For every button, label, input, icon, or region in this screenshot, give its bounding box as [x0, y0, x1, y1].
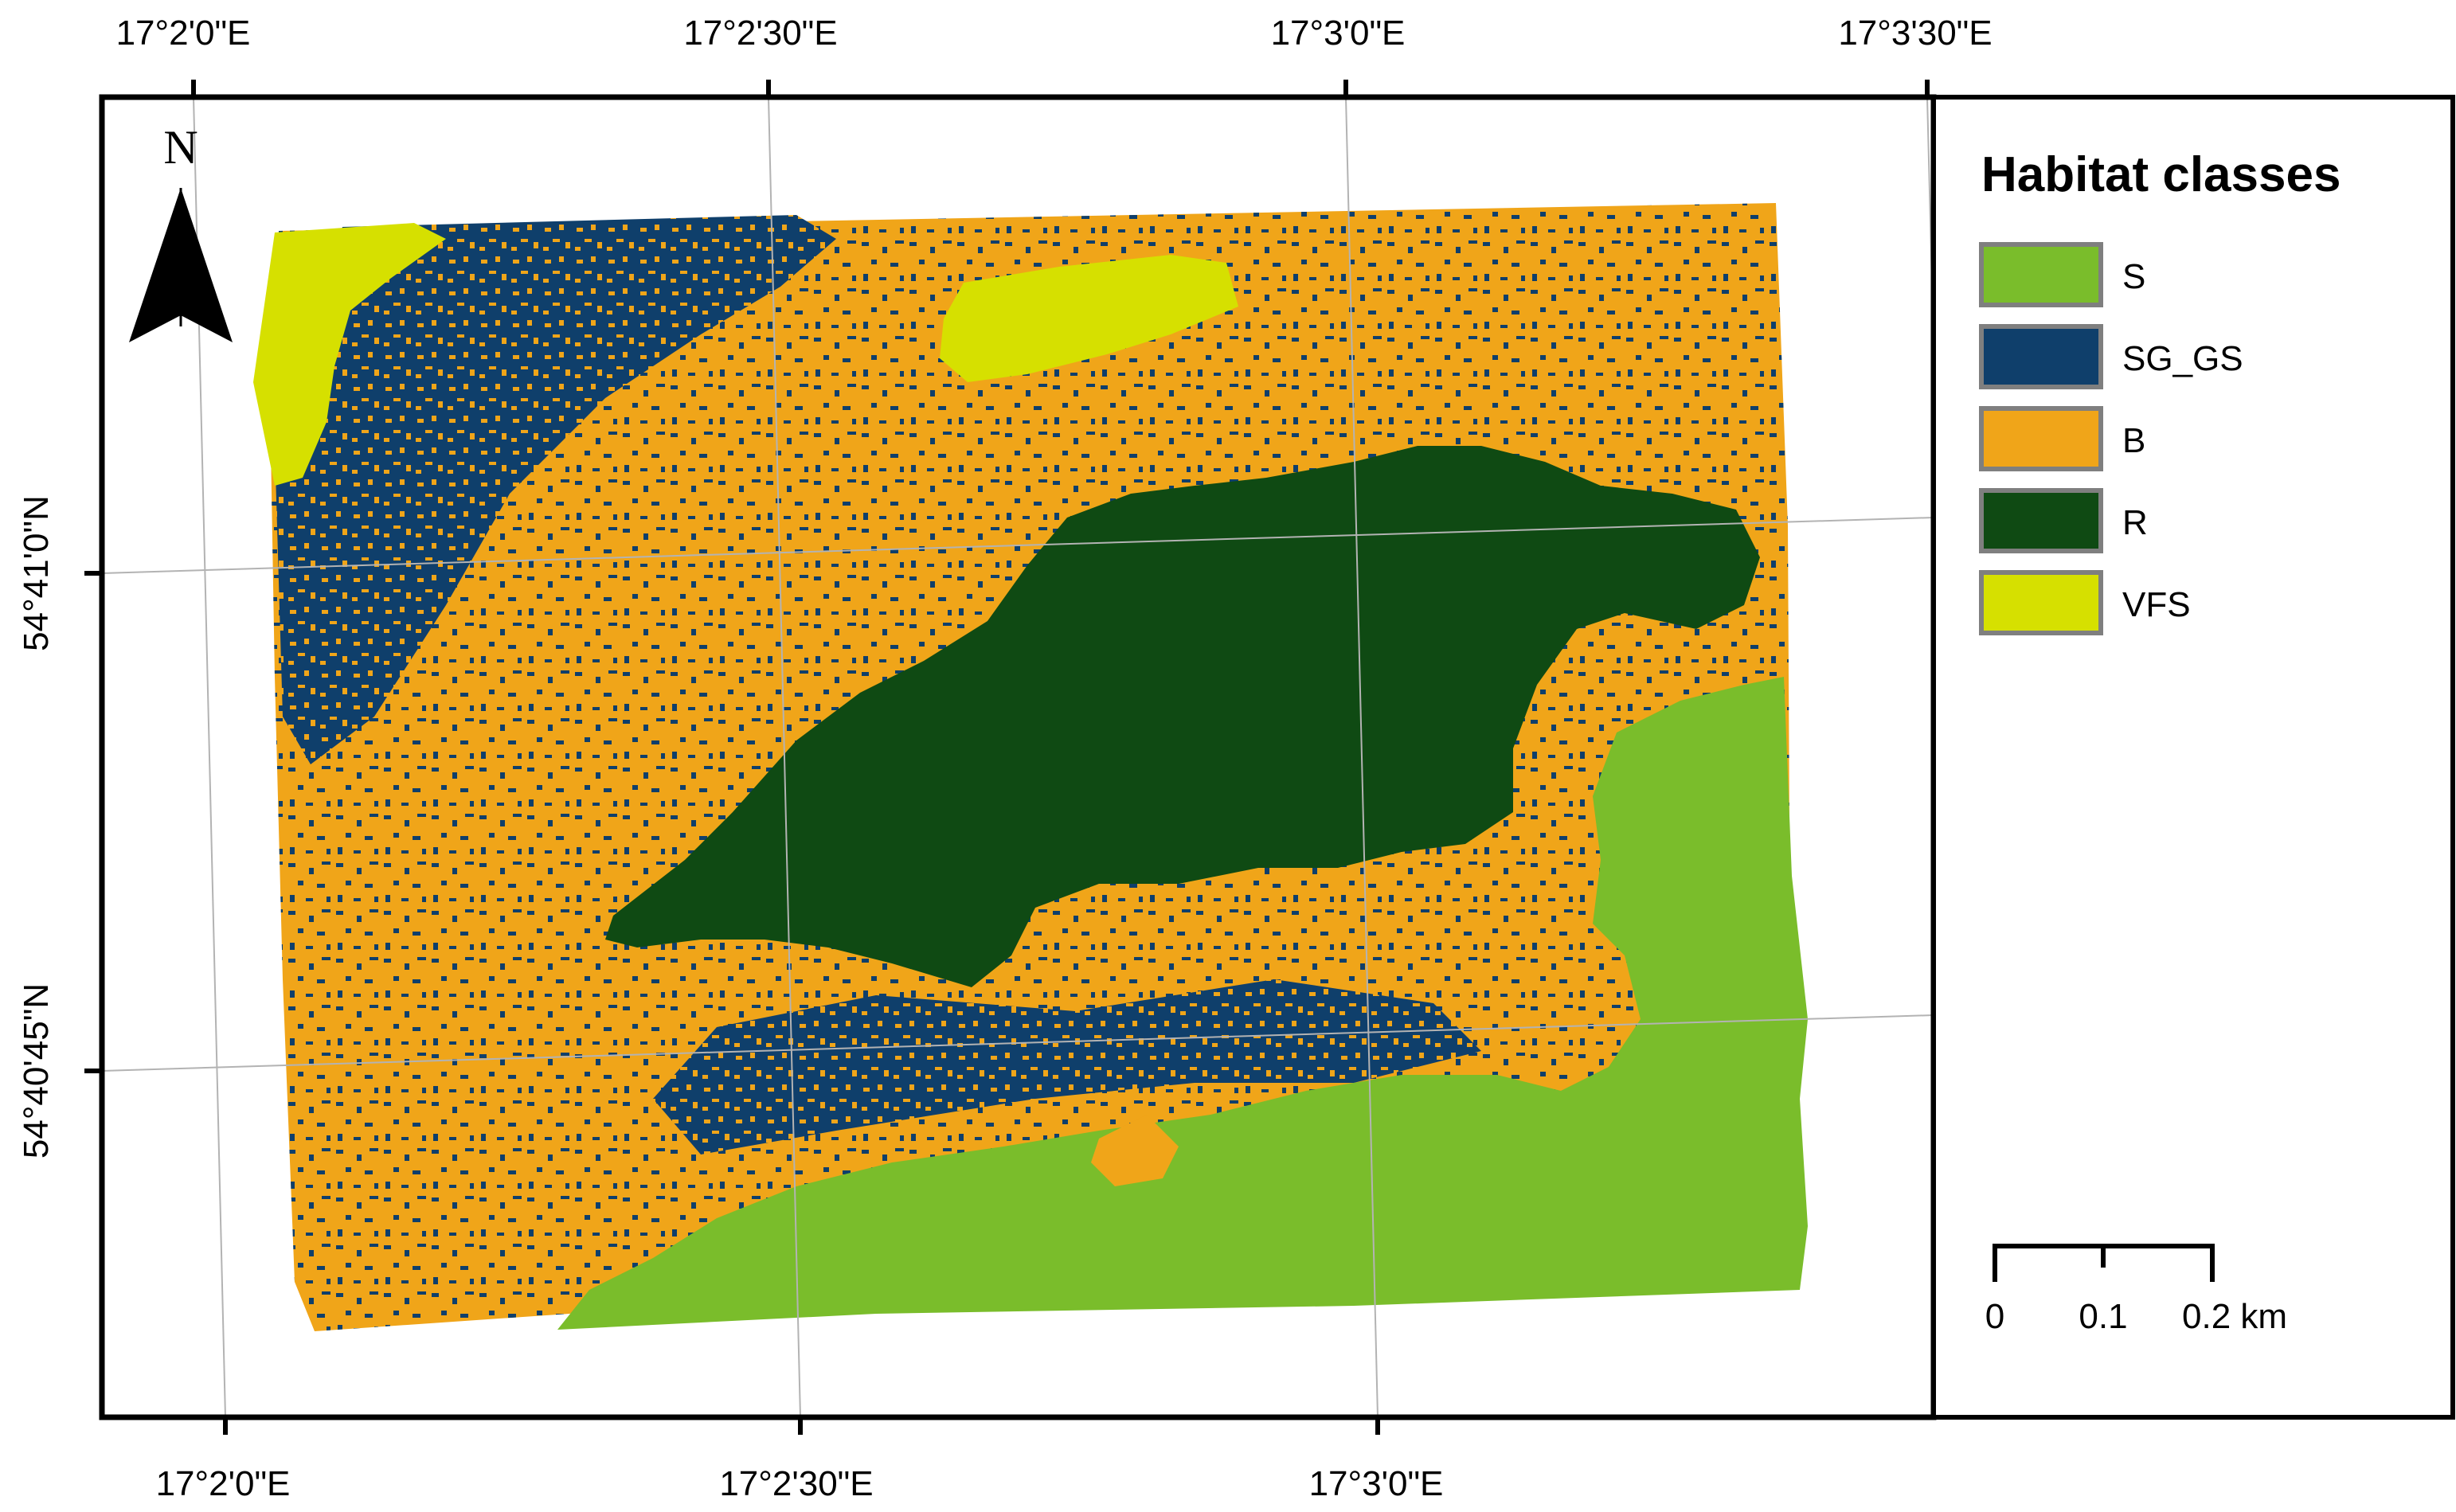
- graticule-parallel: [101, 517, 1934, 574]
- legend-label-sg-gs: SG_GS: [2122, 339, 2243, 378]
- habitat-area-vfs-north: [940, 255, 1238, 382]
- scale-label-mid: 0.1: [2079, 1297, 2127, 1336]
- legend-panel: [1931, 95, 2455, 1420]
- top-tick-label: 17°3'0"E: [1271, 14, 1406, 53]
- scale-label-end: 0.2 km: [2182, 1297, 2287, 1336]
- bottom-tick-label: 17°2'0"E: [156, 1464, 291, 1503]
- scale-bar: 0 0.1 0.2 km: [1985, 1244, 2287, 1336]
- habitat-area-b-island: [1091, 1115, 1179, 1186]
- habitat-area-sg-gs-south: [653, 979, 1481, 1155]
- legend-title: Habitat classes: [1981, 147, 2341, 202]
- legend-label-s: S: [2122, 257, 2145, 296]
- legend-swatch-b: [1979, 406, 2103, 471]
- north-arrow: N: [129, 121, 233, 342]
- scale-label-zero: 0: [1985, 1297, 2004, 1336]
- bottom-tick-label: 17°3'0"E: [1309, 1464, 1444, 1503]
- legend-swatch-r: [1979, 488, 2103, 553]
- left-tick-label: 54°41'0"N: [17, 495, 56, 651]
- north-arrow-label: N: [163, 121, 197, 174]
- top-tick-label: 17°2'30"E: [683, 14, 837, 53]
- frame-ticks: [84, 80, 1930, 1435]
- graticule-meridian: [768, 96, 801, 1418]
- legend-swatch-sg-gs: [1979, 324, 2103, 389]
- legend-items: S SG_GS B R VFS: [1979, 242, 2243, 635]
- legend-label-vfs: VFS: [2122, 585, 2191, 624]
- left-tick-label: 54°40'45"N: [17, 983, 56, 1158]
- habitat-area-r: [605, 446, 1760, 987]
- habitat-raster: [253, 203, 1808, 1331]
- legend-swatch-s: [1979, 242, 2103, 307]
- habitat-area-s: [557, 677, 1808, 1330]
- graticule-meridian: [1345, 96, 1379, 1418]
- top-tick-label: 17°2'0"E: [116, 14, 251, 53]
- scale-bar-line: [1993, 1244, 2215, 1282]
- habitat-area-vfs-northwest: [253, 223, 446, 486]
- graticule-parallel: [101, 1014, 1934, 1072]
- bottom-tick-label: 17°2'30"E: [719, 1464, 873, 1503]
- top-tick-label: 17°3'30"E: [1838, 14, 1992, 53]
- legend-swatch-vfs: [1979, 570, 2103, 635]
- legend-label-b: B: [2122, 421, 2145, 460]
- legend-label-r: R: [2122, 503, 2148, 542]
- habitat-area-sg-gs-northwest: [275, 215, 836, 764]
